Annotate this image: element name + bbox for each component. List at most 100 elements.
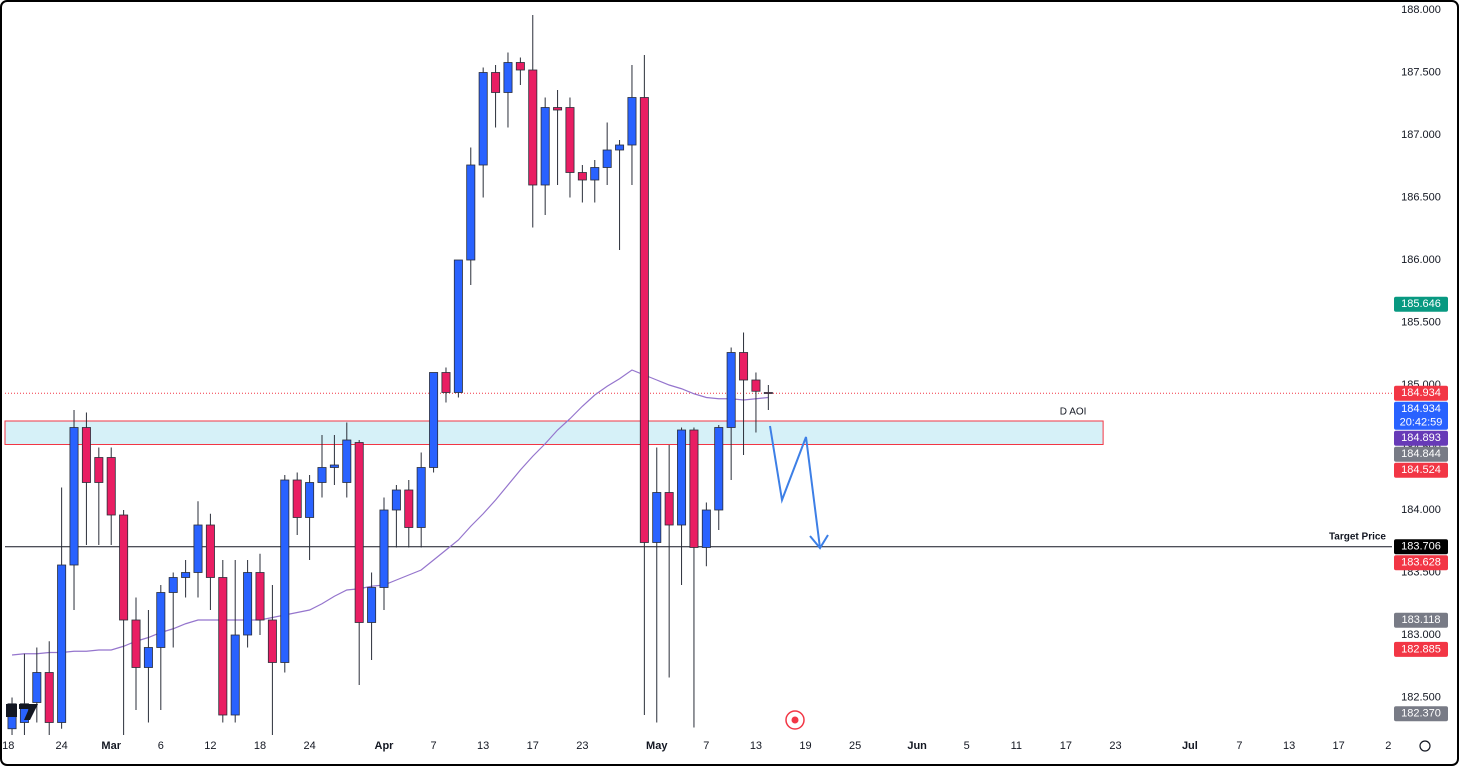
x-tick-label: 25	[849, 740, 861, 752]
logo	[6, 704, 38, 720]
candle-body	[305, 482, 315, 518]
candle-body	[255, 572, 265, 621]
candle-body	[627, 97, 637, 146]
candle-body	[44, 672, 54, 723]
candle-body	[763, 392, 773, 394]
candle-body	[168, 577, 178, 593]
candle-body	[677, 429, 687, 526]
candle-body	[503, 62, 513, 93]
price-label: 182.885	[1401, 643, 1441, 655]
x-tick-label: 13	[477, 740, 489, 752]
y-tick-label: 182.500	[1401, 691, 1441, 703]
price-label-box	[1394, 706, 1448, 722]
x-tick-label: 2	[1385, 740, 1391, 752]
price-label: 184.934	[1401, 387, 1441, 399]
candle-body	[553, 107, 563, 111]
y-tick-label: 186.500	[1401, 191, 1441, 203]
target-icon-dot	[791, 716, 799, 724]
candle-body	[69, 427, 79, 566]
y-tick-label: 187.500	[1401, 66, 1441, 78]
candle-body	[280, 479, 290, 663]
plot-layer	[7, 15, 773, 735]
candle-body	[292, 479, 302, 518]
candle-body	[491, 72, 501, 93]
candle-body	[751, 379, 761, 392]
price-label-box	[1394, 401, 1448, 430]
price-label-box	[1394, 430, 1448, 446]
settings-button[interactable]	[1419, 740, 1431, 752]
candle-body	[714, 427, 724, 511]
price-label-box	[1394, 296, 1448, 312]
candle-body	[317, 467, 327, 483]
x-tick-label: May	[646, 740, 668, 752]
x-tick-label: 23	[1109, 740, 1121, 752]
logo-part	[19, 704, 31, 709]
price-label: 184.844	[1401, 448, 1441, 460]
x-tick-label: 23	[576, 740, 588, 752]
x-tick-label: 19	[799, 740, 811, 752]
candle-body	[230, 634, 240, 716]
candle-body	[689, 429, 699, 548]
countdown-timer: 20:42:59	[1400, 417, 1443, 429]
background-layer: D AOI Target Price	[4, 392, 1392, 548]
x-tick-label: 17	[1060, 740, 1072, 752]
candle-body	[404, 489, 414, 528]
x-tick-label: 7	[1236, 740, 1242, 752]
x-tick-label: 24	[303, 740, 315, 752]
candle-body	[156, 592, 166, 648]
price-label-box	[1394, 539, 1448, 555]
y-tick-label: 185.500	[1401, 316, 1441, 328]
candle-body	[701, 509, 711, 548]
logo-part	[24, 704, 38, 720]
candle-body	[379, 509, 389, 588]
price-label-box	[1394, 612, 1448, 628]
y-tick-label: 183.000	[1401, 629, 1441, 641]
aoi-zone	[4, 420, 1104, 445]
candle-body	[94, 457, 104, 483]
aoi-label: D AOI	[1060, 407, 1087, 418]
candle-body	[453, 259, 463, 393]
price-label: 182.370	[1401, 708, 1441, 720]
candle-body	[639, 97, 649, 543]
candle-body	[243, 572, 253, 636]
x-tick-label: 24	[55, 740, 67, 752]
candle-body	[57, 564, 67, 723]
price-label-box	[1394, 385, 1448, 401]
candle-body	[181, 572, 191, 578]
y-tick-label: 188.000	[1401, 4, 1441, 16]
candle-body	[739, 352, 749, 381]
candle-body	[193, 524, 203, 573]
candle-body	[218, 577, 228, 716]
price-label: 184.524	[1401, 464, 1441, 476]
price-label: 184.893	[1401, 432, 1441, 444]
x-tick-label: 18	[2, 740, 14, 752]
target-icon[interactable]	[785, 710, 805, 730]
x-tick-label: 7	[431, 740, 437, 752]
candle-body	[565, 107, 575, 173]
candle-body	[478, 72, 488, 166]
x-tick-label: 7	[703, 740, 709, 752]
x-tick-label: Jun	[907, 740, 927, 752]
candle-body	[429, 372, 439, 468]
candle-body	[602, 149, 612, 168]
candle-body	[528, 69, 538, 186]
x-tick-label: Jul	[1182, 740, 1198, 752]
arrow-head	[809, 534, 829, 550]
candle-body	[342, 439, 352, 483]
x-tick-label: 17	[1333, 740, 1345, 752]
candle-body	[367, 587, 377, 623]
price-label: 185.646	[1401, 298, 1441, 310]
price-label: 184.934	[1401, 403, 1441, 415]
x-tick-label: 6	[158, 740, 164, 752]
candle-body	[354, 442, 364, 623]
x-tick-label: 17	[527, 740, 539, 752]
y-tick-label: 184.000	[1401, 504, 1441, 516]
price-label-box	[1394, 446, 1448, 462]
candle-body	[726, 352, 736, 428]
x-tick-label: 13	[1283, 740, 1295, 752]
price-label-box	[1394, 641, 1448, 657]
candle-body	[329, 464, 339, 468]
candle-body	[664, 492, 674, 526]
candle-body	[119, 514, 129, 621]
price-label: 183.118	[1402, 614, 1441, 626]
